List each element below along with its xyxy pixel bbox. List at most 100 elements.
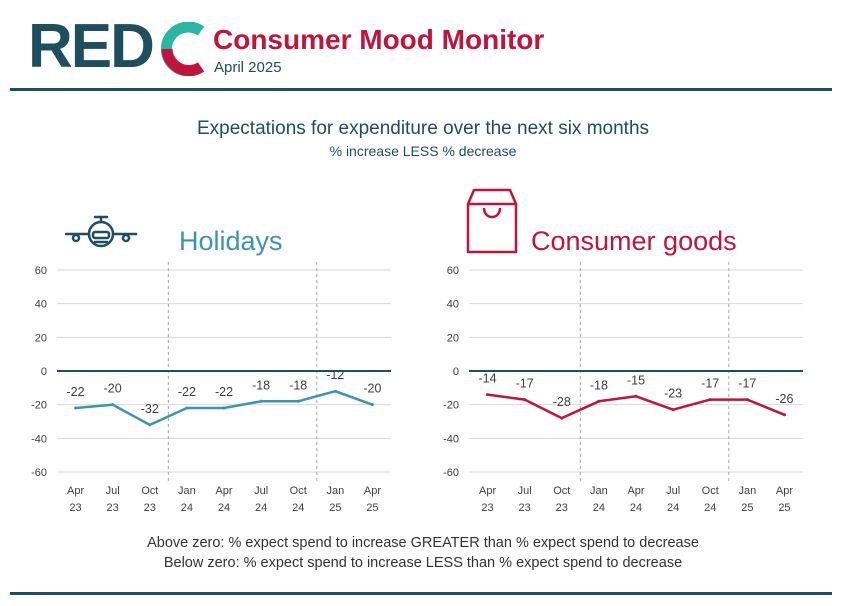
holidays-data-point <box>370 403 374 407</box>
goods-x-tick-label: 24 <box>630 502 642 514</box>
goods-data-label: -26 <box>775 392 793 406</box>
goods-data-point <box>486 393 490 397</box>
holidays-x-tick-label: 23 <box>107 502 119 514</box>
holidays-x-tick-label: Oct <box>290 485 307 497</box>
goods-x-tick-label: 25 <box>778 502 790 514</box>
goods-data-label: -18 <box>590 378 608 392</box>
holidays-data-point <box>222 406 226 410</box>
holidays-data-point <box>296 399 300 403</box>
holidays-data-point <box>259 399 263 403</box>
goods-x-tick-label: 24 <box>704 502 716 514</box>
goods-x-tick-label: 23 <box>519 502 531 514</box>
goods-x-tick-label: Oct <box>553 485 570 497</box>
goods-x-tick-label: Jul <box>666 485 680 497</box>
holidays-data-label: -18 <box>289 378 307 392</box>
holidays-x-tick-label: 24 <box>255 502 267 514</box>
goods-x-tick-label: Oct <box>702 485 719 497</box>
goods-x-tick-label: Jan <box>590 485 608 497</box>
holidays-data-label: -20 <box>104 382 122 396</box>
airplane-icon <box>64 215 138 248</box>
logo-text: RED <box>28 12 155 81</box>
holidays-y-tick-label: 60 <box>35 265 47 277</box>
goods-x-tick-label: Apr <box>627 485 644 497</box>
note-below-zero: Below zero: % expect spend to increase L… <box>163 555 683 571</box>
holidays-x-tick-label: 25 <box>329 502 341 514</box>
goods-x-tick-label: 24 <box>593 502 605 514</box>
page-subtitle: % increase LESS % decrease <box>329 143 517 159</box>
goods-y-tick-label: 0 <box>453 366 459 378</box>
goods-x-tick-label: 24 <box>667 502 679 514</box>
goods-x-tick-label: 23 <box>481 502 493 514</box>
note-above-zero: Above zero: % expect spend to increase G… <box>147 535 699 551</box>
brand-logo: RED <box>28 16 205 78</box>
report-date: April 2025 <box>214 59 282 76</box>
header-divider <box>10 88 832 91</box>
holidays-x-tick-label: Jan <box>326 485 344 497</box>
holidays-data-label: -22 <box>67 385 85 399</box>
goods-data-point <box>745 398 749 402</box>
holidays-chart-title: Holidays <box>179 226 283 256</box>
holidays-y-tick-label: 20 <box>35 332 47 344</box>
holidays-y-tick-label: -60 <box>31 467 47 479</box>
goods-y-tick-label: -60 <box>443 467 459 479</box>
goods-data-point <box>671 408 675 412</box>
holidays-x-tick-label: Jul <box>106 485 120 497</box>
goods-data-label: -17 <box>738 377 756 391</box>
holidays-x-tick-label: Apr <box>215 485 232 497</box>
goods-chart-title: Consumer goods <box>531 226 737 256</box>
goods-data-point <box>523 398 527 402</box>
goods-x-tick-label: Apr <box>776 485 793 497</box>
holidays-line-chart: 60 40 20 0 -20 -40 -60 -22 -20 -32 -22 -22 -18 -18 -12… <box>31 262 391 514</box>
goods-y-tick-label: -40 <box>443 433 459 445</box>
goods-data-label: -15 <box>627 373 645 387</box>
goods-x-tick-label: Apr <box>479 485 496 497</box>
holidays-data-label: -22 <box>215 385 233 399</box>
goods-y-tick-label: 40 <box>447 299 459 311</box>
holidays-data-point <box>185 406 189 410</box>
holidays-data-label: -12 <box>326 368 344 382</box>
goods-x-tick-label: Jul <box>518 485 532 497</box>
holidays-x-tick-label: 23 <box>69 502 81 514</box>
holidays-x-tick-label: Apr <box>67 485 84 497</box>
holidays-data-point <box>148 423 152 427</box>
holidays-x-tick-label: Oct <box>141 485 158 497</box>
goods-data-point <box>708 398 712 402</box>
holidays-x-tick-label: 23 <box>144 502 156 514</box>
holidays-x-tick-label: Jan <box>178 485 196 497</box>
goods-data-point <box>634 394 638 398</box>
holidays-x-tick-label: 24 <box>292 502 304 514</box>
holidays-data-label: -20 <box>363 382 381 396</box>
goods-x-tick-label: 23 <box>556 502 568 514</box>
holidays-y-tick-label: -40 <box>31 433 47 445</box>
holidays-x-tick-label: 24 <box>181 502 193 514</box>
shopping-bag-icon <box>466 188 518 254</box>
page-title: Expectations for expenditure over the ne… <box>196 118 650 139</box>
goods-y-tick-label: 60 <box>447 265 459 277</box>
holidays-data-label: -32 <box>141 402 159 416</box>
goods-data-label: -17 <box>701 377 719 391</box>
goods-y-tick-label: -20 <box>443 400 459 412</box>
holidays-data-label: -22 <box>178 385 196 399</box>
goods-series-line <box>486 393 786 420</box>
goods-x-tick-label: Jan <box>738 485 756 497</box>
goods-data-point <box>560 416 564 420</box>
holidays-data-point <box>333 389 337 393</box>
logo-c-mark <box>161 22 205 76</box>
holidays-data-point <box>111 403 115 407</box>
goods-data-label: -23 <box>664 387 682 401</box>
holidays-y-tick-label: 40 <box>35 299 47 311</box>
holidays-x-tick-label: Apr <box>364 485 381 497</box>
goods-data-label: -28 <box>553 395 571 409</box>
goods-line-chart: 60 40 20 0 -20 -40 -60 -14 -17 -28 -18 -15 -23 -17 -17… <box>443 262 803 514</box>
holidays-x-tick-label: 24 <box>218 502 230 514</box>
holidays-y-tick-label: -20 <box>31 400 47 412</box>
holidays-x-tick-label: 25 <box>366 502 378 514</box>
holidays-data-label: -18 <box>252 378 270 392</box>
goods-data-label: -14 <box>479 372 497 386</box>
app-title: Consumer Mood Monitor <box>213 24 545 55</box>
holidays-data-point <box>74 406 78 410</box>
goods-x-tick-label: 25 <box>741 502 753 514</box>
footer-divider <box>10 592 832 595</box>
holidays-y-tick-label: 0 <box>41 366 47 378</box>
goods-data-point <box>597 399 601 403</box>
